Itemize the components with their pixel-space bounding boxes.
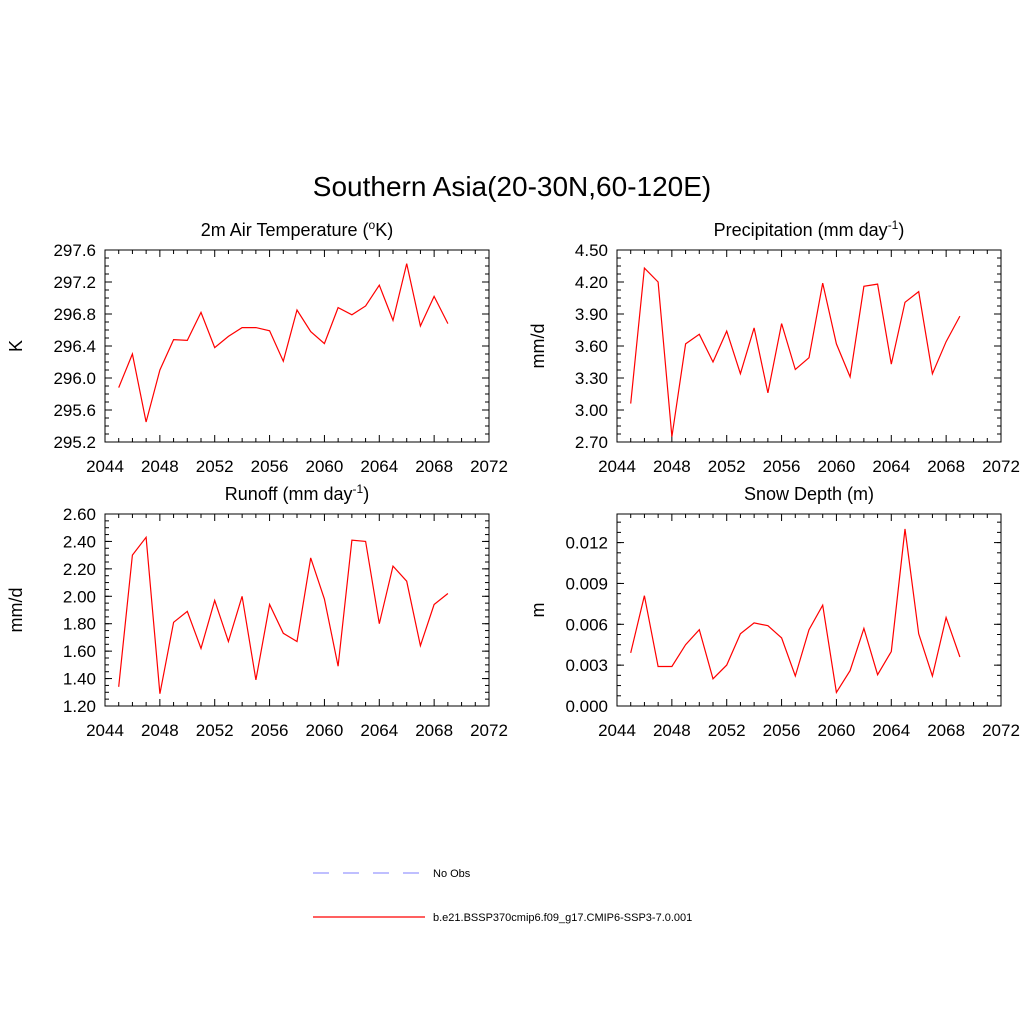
panel-title: Precipitation (mm day-1)	[714, 218, 905, 240]
x-tick-label: 2048	[141, 457, 179, 476]
y-tick-label: 0.009	[565, 574, 608, 593]
panel-title-text: Precipitation (mm day	[714, 220, 888, 240]
y-tick-label: 0.012	[565, 534, 608, 553]
y-tick-label: 1.80	[63, 615, 96, 634]
y-tick-label: 4.50	[575, 241, 608, 260]
x-tick-label: 2048	[141, 721, 179, 740]
y-tick-label: 295.2	[53, 433, 96, 452]
x-tick-label: 2056	[763, 721, 801, 740]
x-tick-label: 2052	[708, 457, 746, 476]
y-tick-label: 2.70	[575, 433, 608, 452]
legend: No Obs b.e21.BSSP370cmip6.f09_g17.CMIP6-S…	[313, 868, 692, 924]
y-tick-label: 4.20	[575, 273, 608, 292]
x-tick-label: 2068	[415, 721, 453, 740]
x-tick-label: 2056	[251, 721, 289, 740]
x-tick-label: 2064	[872, 721, 910, 740]
y-tick-label: 2.00	[63, 587, 96, 606]
x-tick-label: 2064	[360, 721, 398, 740]
series-line	[118, 535, 449, 694]
y-tick-label: 1.60	[63, 642, 96, 661]
y-tick-label: 296.0	[53, 369, 96, 388]
plot-frame	[616, 513, 1002, 707]
chart-panels: 2044 2048 2052 2056 2060 2064 2068 2072 295.2 295…	[6, 218, 1020, 740]
chart-panel-2: 2044 2048 2052 2056 2060 2064 2068 2072 2.70 3.00…	[528, 218, 1020, 476]
chart-panel-1: 2044 2048 2052 2056 2060 2064 2068 2072 295.2 295…	[6, 218, 508, 476]
panel-title-superscript: -1	[353, 482, 364, 496]
x-tick-label: 2052	[708, 721, 746, 740]
x-tick-label: 2068	[927, 721, 965, 740]
x-tick-label: 2064	[360, 457, 398, 476]
y-tick-label: 3.00	[575, 401, 608, 420]
y-tick-label: 2.20	[63, 560, 96, 579]
panel-title-text: Runoff (mm day	[225, 484, 353, 504]
y-axis-label: K	[6, 340, 26, 352]
y-tick-label: 1.40	[63, 670, 96, 689]
y-axis-label: m	[528, 603, 548, 618]
plot-frame	[616, 249, 1002, 443]
x-tick-label: 2052	[196, 457, 234, 476]
y-tick-label: 1.20	[63, 697, 96, 716]
x-tick-label: 2072	[470, 721, 508, 740]
x-tick-label: 2060	[306, 721, 344, 740]
x-tick-label: 2072	[982, 457, 1020, 476]
x-tick-label: 2056	[251, 457, 289, 476]
y-tick-label: 2.40	[63, 532, 96, 551]
panel-title-superscript: -1	[888, 218, 899, 232]
x-tick-label: 2044	[86, 457, 124, 476]
x-tick-label: 2068	[415, 457, 453, 476]
panel-title-text: )	[898, 220, 904, 240]
y-tick-label: 0.003	[565, 656, 608, 675]
panel-title-text: )	[363, 484, 369, 504]
plot-frame	[104, 249, 490, 443]
legend-label: b.e21.BSSP370cmip6.f09_g17.CMIP6-SSP3-7.…	[433, 912, 692, 924]
x-tick-label: 2072	[982, 721, 1020, 740]
chart-panel-3: 2044 2048 2052 2056 2060 2064 2068 2072 1.20 1.40…	[6, 482, 508, 740]
y-tick-label: 0.006	[565, 615, 608, 634]
y-tick-label: 0.000	[565, 697, 608, 716]
x-tick-label: 2048	[653, 721, 691, 740]
y-tick-label: 3.60	[575, 337, 608, 356]
x-tick-label: 2060	[306, 457, 344, 476]
x-tick-label: 2044	[598, 721, 636, 740]
y-axis-label: mm/d	[528, 324, 548, 369]
panel-title-text: Snow Depth (m)	[744, 484, 874, 504]
x-tick-label: 2068	[927, 457, 965, 476]
x-tick-label: 2060	[818, 457, 856, 476]
y-tick-label: 2.60	[63, 505, 96, 524]
y-tick-label: 3.90	[575, 305, 608, 324]
panel-title: 2m Air Temperature (oK)	[201, 218, 393, 240]
legend-label: No Obs	[433, 868, 471, 880]
x-tick-label: 2060	[818, 721, 856, 740]
y-tick-label: 297.6	[53, 241, 96, 260]
series-line	[630, 528, 961, 695]
series-line	[630, 266, 961, 437]
y-tick-label: 295.6	[53, 401, 96, 420]
figure-title: Southern Asia(20-30N,60-120E)	[313, 171, 711, 202]
y-tick-label: 3.30	[575, 369, 608, 388]
x-tick-label: 2044	[598, 457, 636, 476]
x-tick-label: 2064	[872, 457, 910, 476]
y-tick-label: 296.8	[53, 305, 96, 324]
x-tick-label: 2072	[470, 457, 508, 476]
x-tick-label: 2056	[763, 457, 801, 476]
chart-panel-4: 2044 2048 2052 2056 2060 2064 2068 2072 0.000 0.0…	[528, 484, 1020, 740]
y-tick-label: 296.4	[53, 337, 96, 356]
panel-title-text: K)	[375, 220, 393, 240]
panel-title-superscript: o	[369, 218, 376, 232]
y-axis-label: mm/d	[6, 588, 26, 633]
panel-title: Snow Depth (m)	[744, 484, 874, 504]
y-tick-label: 297.2	[53, 273, 96, 292]
x-tick-label: 2052	[196, 721, 234, 740]
x-tick-label: 2044	[86, 721, 124, 740]
series-line	[118, 263, 449, 423]
panel-title-text: 2m Air Temperature (	[201, 220, 369, 240]
panel-title: Runoff (mm day-1)	[225, 482, 369, 504]
x-tick-label: 2048	[653, 457, 691, 476]
